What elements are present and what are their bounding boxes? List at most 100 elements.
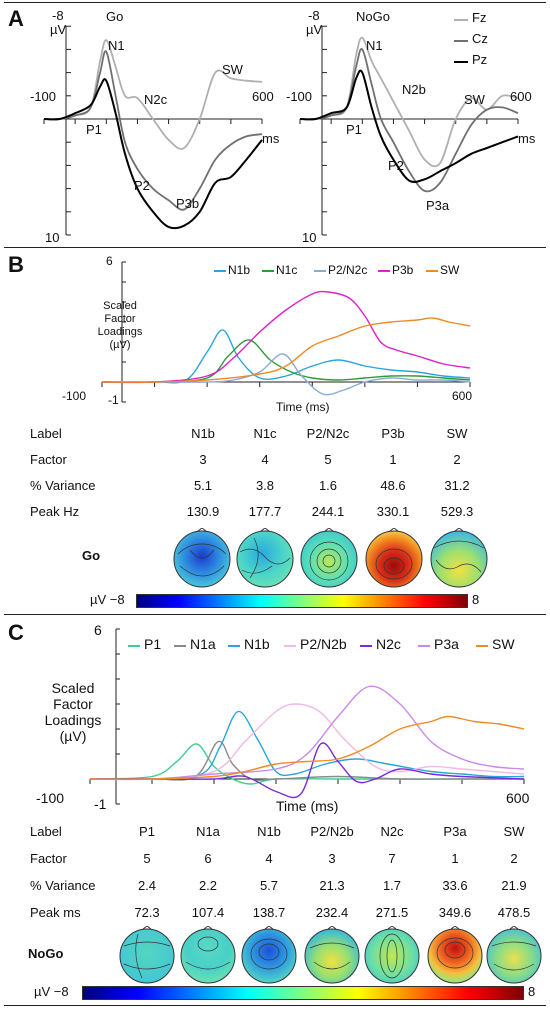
erp-nogo-plot (299, 25, 519, 236)
go-x-right: 600 (252, 89, 274, 104)
colorbar-c-max: 8 (528, 984, 536, 999)
legend-b-label-sw: SW (440, 263, 460, 277)
topomap-b-p3b (365, 528, 423, 588)
table-b-factor-n1c: 4 (261, 452, 269, 467)
table-c-rowlabel-variance: % Variance (30, 878, 96, 893)
table-b-peak-sw: 529.3 (440, 504, 474, 519)
panel-c-factor-chart (89, 628, 525, 805)
topomap-c-n2c (364, 926, 420, 984)
panel-b-y-top: 6 (106, 254, 113, 268)
top-rule (4, 2, 546, 3)
legend-c-label-sw: SW (492, 636, 515, 652)
panel-c-ylabel: Scaled Factor Loadings (µV) (44, 680, 102, 744)
legend-b-swatch-n1b (214, 270, 226, 272)
table-c-label-sw: SW (503, 824, 525, 839)
colorbar-b-max: 8 (472, 592, 480, 607)
topomap-c-n1a (180, 926, 236, 984)
table-c-rowlabel-peak: Peak ms (30, 905, 81, 920)
nogo-label-p3a: P3a (426, 198, 450, 213)
nogo-y-unit: µV (306, 22, 323, 37)
table-c-label-n2c: N2c (380, 824, 404, 839)
go-x-unit: ms (262, 131, 280, 146)
erp-go-plot (43, 25, 263, 236)
table-b-label-n1b: N1b (191, 426, 215, 441)
panel-b-ylabel: Scaled Factor Loadings (µV) (97, 300, 143, 351)
table-b-label-p2n2c: P2/N2c (306, 426, 350, 441)
factor-c-line-p3a (89, 685, 525, 781)
divider-b-c (4, 614, 546, 615)
topomap-c-sw (486, 926, 542, 984)
table-c-peak-n1a: 107.4 (191, 905, 225, 920)
panel-c-y-top: 6 (94, 622, 102, 638)
nogo-x-unit: ms (518, 131, 536, 146)
legend-c-label-n2c: N2c (376, 636, 401, 652)
legend-c-label-n1b: N1b (244, 636, 270, 652)
table-b-variance-n1b: 5.1 (193, 478, 213, 493)
nogo-x-right: 600 (510, 89, 532, 104)
table-c-rowlabel-factor: Factor (30, 851, 67, 866)
panel-b-xlabel: Time (ms) (276, 400, 330, 414)
topomap-b-n1c (236, 528, 294, 588)
legend-c-label-p1: P1 (144, 636, 162, 652)
erp-go-line-pz (43, 78, 263, 230)
erp-go-line-cz (43, 50, 263, 211)
nogo-label-p1: P1 (346, 122, 362, 137)
go-title: Go (106, 9, 124, 24)
nogo-y-bottom: 10 (302, 230, 317, 245)
table-c-peak-p1: 72.3 (134, 905, 160, 920)
legend-c-label-p3a: P3a (434, 636, 459, 652)
legend-b-swatch-sw (426, 270, 438, 272)
go-label-n2c: N2c (144, 92, 168, 107)
nogo-y-top: -8 (308, 8, 320, 23)
panel-b-x-right: 600 (452, 389, 473, 403)
table-c-variance-p3a: 33.6 (442, 878, 468, 893)
table-b-rowlabel-factor: Factor (30, 452, 67, 467)
legend-c-label-n1a: N1a (190, 636, 216, 652)
topomap-c-n1b (241, 926, 297, 984)
colorbar-c (82, 986, 524, 1000)
go-y-unit: µV (50, 22, 67, 37)
table-b-factor-n1b: 3 (199, 452, 207, 467)
legend-swatch-fz (454, 19, 468, 21)
go-label-n1: N1 (108, 38, 125, 53)
panel-b-legend: N1b N1c P2/N2c P3b SW (214, 262, 514, 280)
panel-c-x-right: 600 (506, 790, 530, 806)
go-label-p2: P2 (134, 178, 150, 193)
table-c-factor-n1b: 4 (265, 851, 273, 866)
go-label-p1: P1 (86, 122, 102, 137)
legend-c-swatch-n2c (360, 645, 372, 647)
factor-b-line-p2-n2c (102, 353, 471, 396)
legend-c-swatch-p3a (418, 645, 430, 647)
factor-c-line-n1b (89, 710, 525, 781)
legend-b-swatch-p2n2c (314, 270, 326, 272)
legend-label-fz: Fz (472, 10, 487, 25)
table-b-peak-n1c: 177.7 (248, 504, 282, 519)
erp-nogo-line-pz (299, 69, 519, 183)
factor-chart-b (101, 261, 471, 403)
table-c-variance-p2n2b: 21.3 (319, 878, 345, 893)
panel-c-y-bottom: -1 (94, 796, 107, 812)
legend-b-label-n1b: N1b (228, 263, 251, 277)
erp-nogo-line-cz (299, 48, 519, 193)
table-b-topo-row-label: Go (82, 548, 101, 563)
nogo-label-sw: SW (464, 92, 485, 107)
table-c-variance-p1: 2.4 (137, 878, 157, 893)
bottom-rule (4, 1005, 546, 1006)
legend-label-pz: Pz (472, 52, 488, 67)
table-c-variance-n1a: 2.2 (198, 878, 218, 893)
table-c-factor-p1: 5 (143, 851, 151, 866)
table-b-rowlabel-peak: Peak Hz (30, 504, 80, 519)
table-c-rowlabel-label: Label (30, 824, 62, 839)
nogo-label-n2b: N2b (402, 82, 426, 97)
table-c-peak-sw: 478.5 (497, 905, 531, 920)
legend-b-swatch-p3b (378, 270, 390, 272)
table-c-label-p2n2b: P2/N2b (310, 824, 354, 839)
factor-b-line-n1b (101, 329, 471, 384)
factor-chart-c (89, 628, 525, 805)
table-c-peak-n1b: 138.7 (252, 905, 286, 920)
factor-b-line-sw (101, 317, 471, 383)
panel-b-letter: B (8, 252, 24, 277)
table-c-peak-n2c: 271.5 (375, 905, 409, 920)
table-c-factor-sw: 2 (510, 851, 518, 866)
topomap-b-p2n2c (300, 528, 358, 588)
